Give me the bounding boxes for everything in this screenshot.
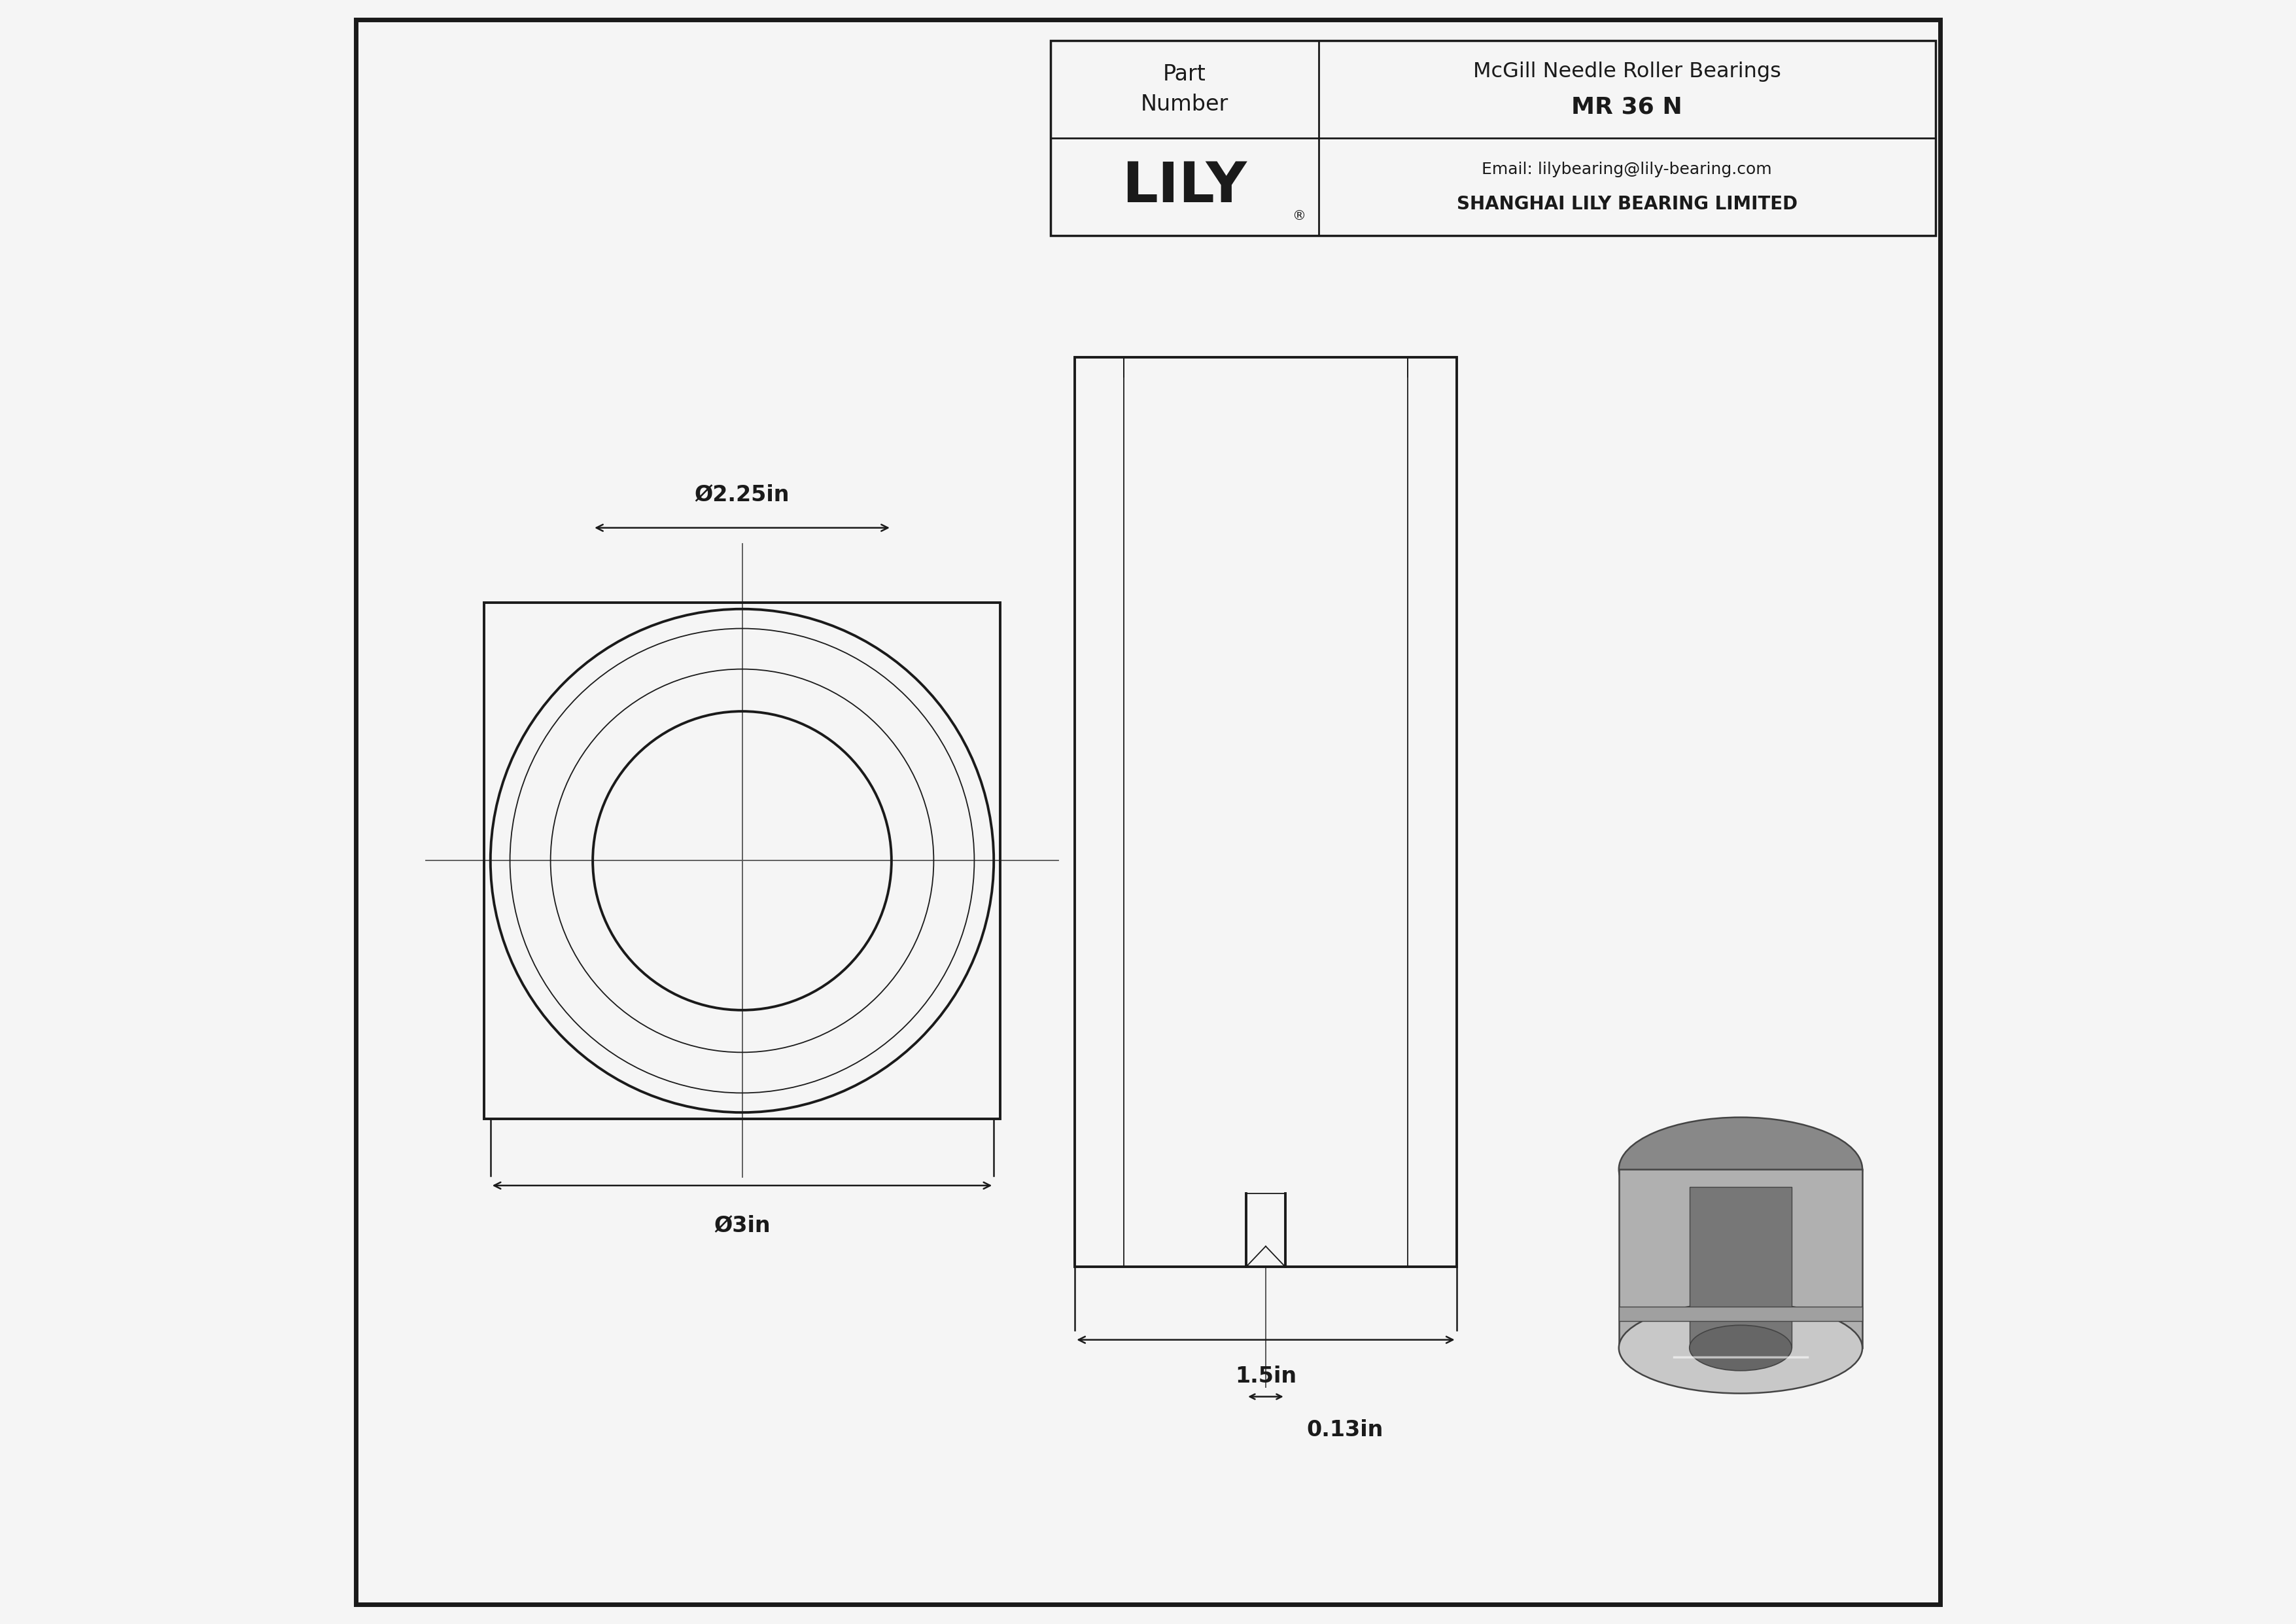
Bar: [1075, 357, 1456, 1267]
Bar: [1052, 41, 1936, 235]
Text: 1.5in: 1.5in: [1235, 1366, 1297, 1387]
Text: MR 36 N: MR 36 N: [1570, 96, 1683, 119]
Bar: [484, 603, 1001, 1119]
Text: McGill Needle Roller Bearings: McGill Needle Roller Bearings: [1474, 62, 1782, 81]
Text: LILY: LILY: [1123, 159, 1247, 214]
Ellipse shape: [1690, 1325, 1791, 1371]
Text: SHANGHAI LILY BEARING LIMITED: SHANGHAI LILY BEARING LIMITED: [1456, 195, 1798, 213]
Text: Email: lilybearing@lily-bearing.com: Email: lilybearing@lily-bearing.com: [1481, 161, 1773, 177]
Text: 0.13in: 0.13in: [1306, 1419, 1382, 1440]
Text: ®: ®: [1293, 209, 1306, 222]
Text: Part
Number: Part Number: [1141, 63, 1228, 115]
Ellipse shape: [1619, 1117, 1862, 1221]
Text: Ø3in: Ø3in: [714, 1215, 771, 1236]
Text: Ø2.25in: Ø2.25in: [693, 484, 790, 505]
Polygon shape: [1619, 1307, 1862, 1322]
Ellipse shape: [1619, 1302, 1862, 1393]
Polygon shape: [1619, 1169, 1862, 1348]
Polygon shape: [1690, 1187, 1791, 1348]
